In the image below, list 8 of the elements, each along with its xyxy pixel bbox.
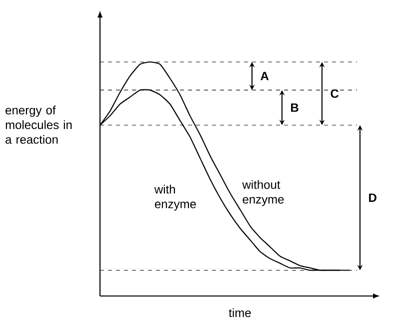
- y-axis-title: energy of molecules in a reaction: [6, 106, 72, 144]
- series-label: without enzyme: [242, 180, 284, 206]
- annotation: A: [260, 72, 269, 80]
- x-axis-title: time: [228, 308, 251, 318]
- text: D: [369, 194, 376, 202]
- annotation: C: [330, 89, 339, 98]
- annotation: B: [291, 103, 298, 112]
- series-label: with enzyme: [154, 184, 196, 211]
